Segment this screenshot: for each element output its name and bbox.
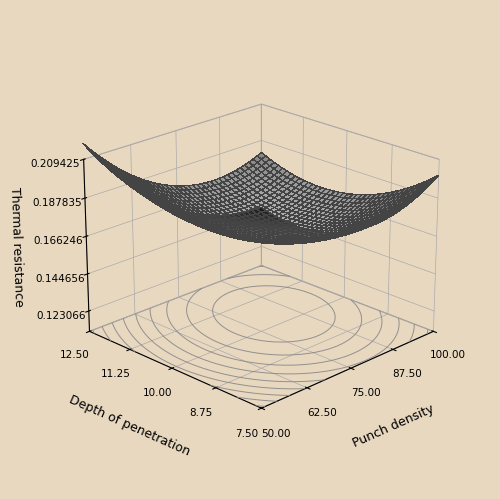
X-axis label: Punch density: Punch density <box>350 402 436 450</box>
Y-axis label: Depth of penetration: Depth of penetration <box>67 393 192 459</box>
